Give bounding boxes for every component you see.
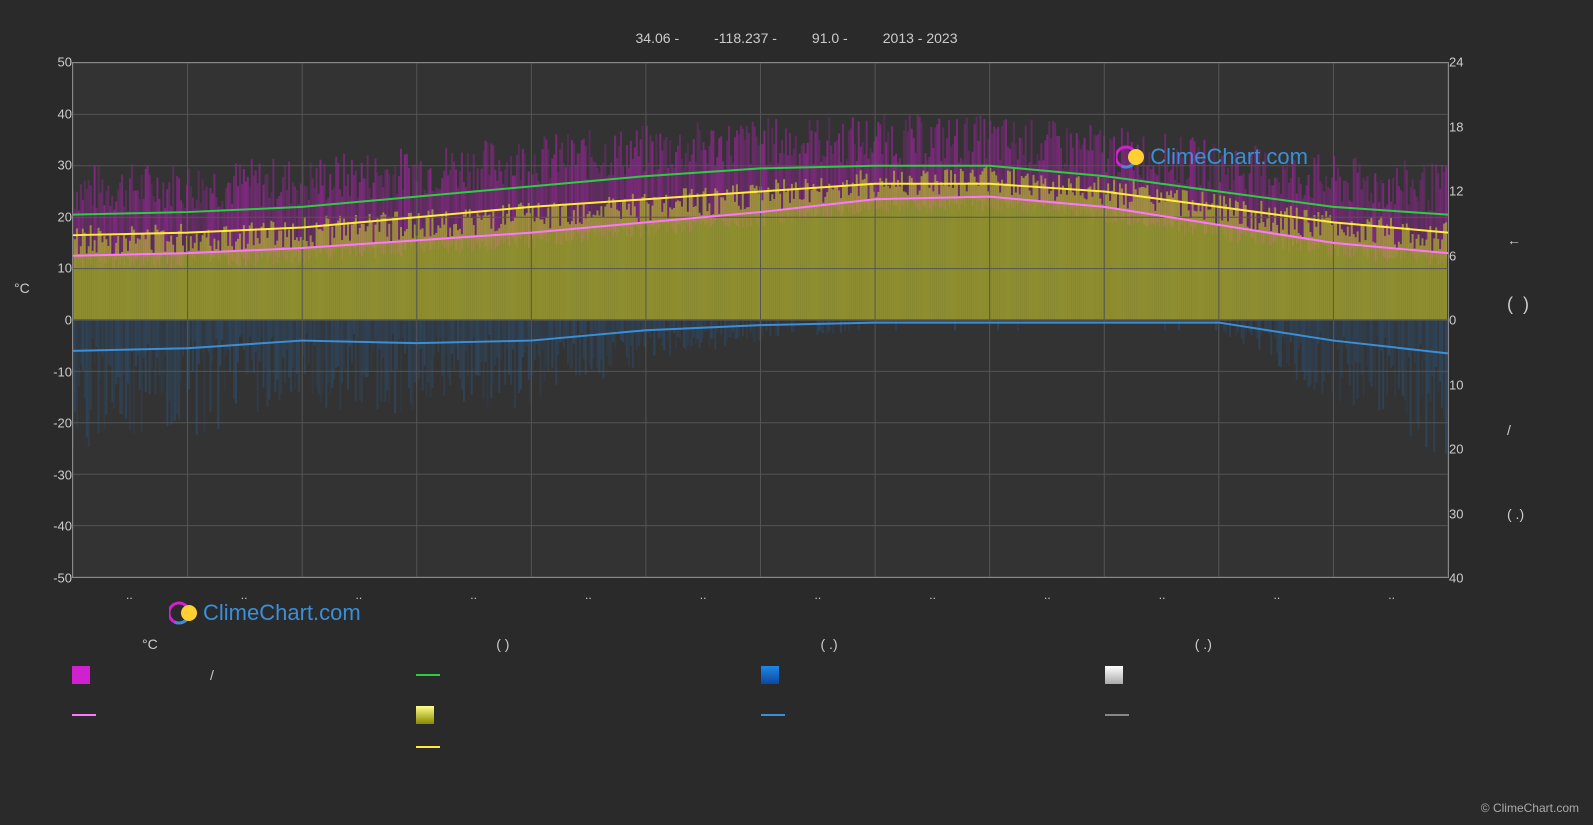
x-tick: ..	[1388, 588, 1395, 602]
right-label-top: ←	[1507, 232, 1521, 248]
y-left-tick: -40	[38, 519, 72, 534]
watermark-text: ClimeChart.com	[1150, 144, 1308, 170]
watermark-top-right: ClimeChart.com	[1116, 143, 1308, 171]
legend-headers: °C ( ) ( .) ( .)	[72, 636, 1449, 652]
legend-swatch-sun	[416, 706, 434, 724]
header-lat: 34.06 -	[636, 30, 680, 46]
legend-swatch-snow	[1105, 666, 1123, 684]
x-tick: ..	[1159, 588, 1166, 602]
y-right-tick: 12	[1449, 184, 1483, 199]
legend-line-precip	[761, 714, 785, 716]
legend-row-1: /	[72, 666, 1449, 684]
legend-header-3: ( .)	[821, 636, 838, 652]
y-left-tick: -50	[38, 571, 72, 586]
legend-line-avg	[416, 746, 440, 748]
y-axis-left: 50403020100-10-20-30-40-50	[38, 62, 72, 578]
y-left-tick: 30	[38, 158, 72, 173]
chart-header: 34.06 - -118.237 - 91.0 - 2013 - 2023	[0, 30, 1593, 46]
y-right-tick: 18	[1449, 119, 1483, 134]
right-label-bottom: ( .)	[1507, 506, 1524, 522]
y-left-tick: 40	[38, 106, 72, 121]
y-left-tick: 0	[38, 313, 72, 328]
legend-header-1: °C	[142, 636, 158, 652]
legend-label: /	[210, 667, 214, 683]
x-tick: ..	[1044, 588, 1051, 602]
legend-swatch-precip	[761, 666, 779, 684]
y-axis-right-labels: ← ( ) / ( .)	[1507, 62, 1567, 578]
header-lon: -118.237 -	[714, 30, 777, 46]
y-right-tick: 10	[1449, 377, 1483, 392]
x-tick: ..	[126, 588, 133, 602]
legend-swatch-temp	[72, 666, 90, 684]
copyright-text: © ClimeChart.com	[1481, 801, 1579, 815]
legend-header-4: ( .)	[1195, 636, 1212, 652]
legend-header-2: ( )	[496, 636, 509, 652]
y-left-tick: -10	[38, 364, 72, 379]
y-right-tick: 6	[1449, 248, 1483, 263]
header-elev: 91.0 -	[812, 30, 848, 46]
chart-plot-area: ClimeChart.com ClimeChart.com	[72, 62, 1449, 578]
y-left-tick: 50	[38, 55, 72, 70]
legend-row-3	[72, 746, 1449, 748]
logo-icon	[1116, 143, 1144, 171]
x-tick: ..	[241, 588, 248, 602]
x-tick: ..	[470, 588, 477, 602]
y-axis-left-label: °C	[14, 280, 30, 296]
x-tick: ..	[815, 588, 822, 602]
y-left-tick: -30	[38, 467, 72, 482]
x-tick: ..	[700, 588, 707, 602]
y-right-tick: 0	[1449, 313, 1483, 328]
x-tick: ..	[929, 588, 936, 602]
right-label-mid: /	[1507, 422, 1511, 438]
y-axis-right: 2418126010203040	[1449, 62, 1483, 578]
y-left-tick: 10	[38, 261, 72, 276]
x-tick: ..	[585, 588, 592, 602]
y-left-tick: 20	[38, 209, 72, 224]
header-years: 2013 - 2023	[883, 30, 958, 46]
y-right-tick: 30	[1449, 506, 1483, 521]
x-axis: .. .. .. .. .. .. .. .. .. .. .. ..	[72, 582, 1449, 612]
legend-line-max	[416, 674, 440, 676]
y-right-tick: 20	[1449, 442, 1483, 457]
x-tick: ..	[356, 588, 363, 602]
legend-line-min	[72, 714, 96, 716]
y-right-tick: 24	[1449, 55, 1483, 70]
right-label-paren: ( )	[1507, 294, 1529, 315]
x-tick: ..	[1274, 588, 1281, 602]
legend-row-2	[72, 706, 1449, 724]
y-left-tick: -20	[38, 416, 72, 431]
chart-svg	[73, 63, 1448, 577]
y-right-tick: 40	[1449, 571, 1483, 586]
legend-line-snow	[1105, 714, 1129, 716]
